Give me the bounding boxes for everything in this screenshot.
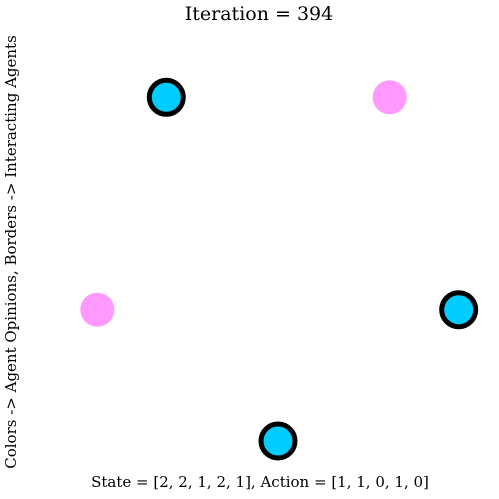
agents-layer	[80, 77, 479, 461]
y-axis-label: Colors -> Agent Opinions, Borders -> Int…	[2, 35, 20, 469]
agent-node-3	[146, 77, 186, 117]
agent-node-0	[258, 421, 298, 461]
agent-node-2	[372, 80, 407, 115]
chart-title: Iteration = 394	[185, 3, 333, 25]
x-axis-label: State = [2, 2, 1, 2, 1], Action = [1, 1,…	[91, 473, 429, 491]
agent-node-1	[439, 290, 479, 330]
agent-node-4	[80, 292, 115, 327]
